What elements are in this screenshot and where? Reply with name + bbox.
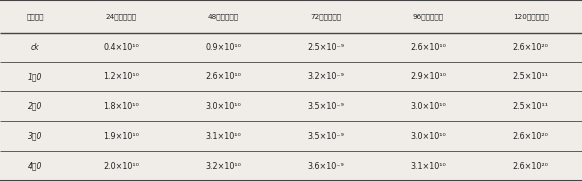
Text: 3.5×10⁻⁹: 3.5×10⁻⁹ [307,102,345,111]
Text: 48小时活菌数: 48小时活菌数 [208,13,239,20]
Text: 1.9×10¹⁰: 1.9×10¹⁰ [103,132,139,141]
Text: 2.6×10²⁰: 2.6×10²⁰ [513,43,549,52]
Text: 3.0×10¹⁰: 3.0×10¹⁰ [410,102,446,111]
Text: 4：0: 4：0 [28,162,42,171]
Text: 0.9×10¹⁰: 0.9×10¹⁰ [205,43,242,52]
Text: 2.6×10²⁰: 2.6×10²⁰ [513,162,549,171]
Text: 120小时活菌数: 120小时活菌数 [513,13,549,20]
Text: 3.0×10¹⁰: 3.0×10¹⁰ [410,132,446,141]
Text: 2.6×10²⁰: 2.6×10²⁰ [513,132,549,141]
Text: 1：0: 1：0 [28,72,42,81]
Text: 3：0: 3：0 [28,132,42,141]
Text: 96小时活菌数: 96小时活菌数 [413,13,444,20]
Text: 2.5×10¹¹: 2.5×10¹¹ [513,102,549,111]
Text: 2.6×10¹⁰: 2.6×10¹⁰ [205,72,242,81]
Text: 1.2×10¹⁰: 1.2×10¹⁰ [103,72,139,81]
Text: 24小时活菌数: 24小时活菌数 [105,13,137,20]
Text: 3.6×10⁻⁹: 3.6×10⁻⁹ [307,162,345,171]
Text: 2.6×10¹⁰: 2.6×10¹⁰ [410,43,446,52]
Text: 2.0×10¹⁰: 2.0×10¹⁰ [103,162,139,171]
Text: 3.5×10⁻⁹: 3.5×10⁻⁹ [307,132,345,141]
Text: 0.4×10¹⁰: 0.4×10¹⁰ [103,43,139,52]
Text: 72小时活菌数: 72小时活菌数 [310,13,342,20]
Text: 1.8×10¹⁰: 1.8×10¹⁰ [103,102,139,111]
Text: 3.2×10⁻⁹: 3.2×10⁻⁹ [307,72,345,81]
Text: 3.0×10¹⁰: 3.0×10¹⁰ [205,102,242,111]
Text: 2.5×10¹¹: 2.5×10¹¹ [513,72,549,81]
Text: 2.9×10¹⁰: 2.9×10¹⁰ [410,72,446,81]
Text: 稼释倍数: 稼释倍数 [26,13,44,20]
Text: 3.1×10¹⁰: 3.1×10¹⁰ [205,132,242,141]
Text: ck: ck [31,43,39,52]
Text: 3.1×10¹⁰: 3.1×10¹⁰ [410,162,446,171]
Text: 2.5×10⁻⁹: 2.5×10⁻⁹ [307,43,345,52]
Text: 2：0: 2：0 [28,102,42,111]
Text: 3.2×10¹⁰: 3.2×10¹⁰ [205,162,242,171]
